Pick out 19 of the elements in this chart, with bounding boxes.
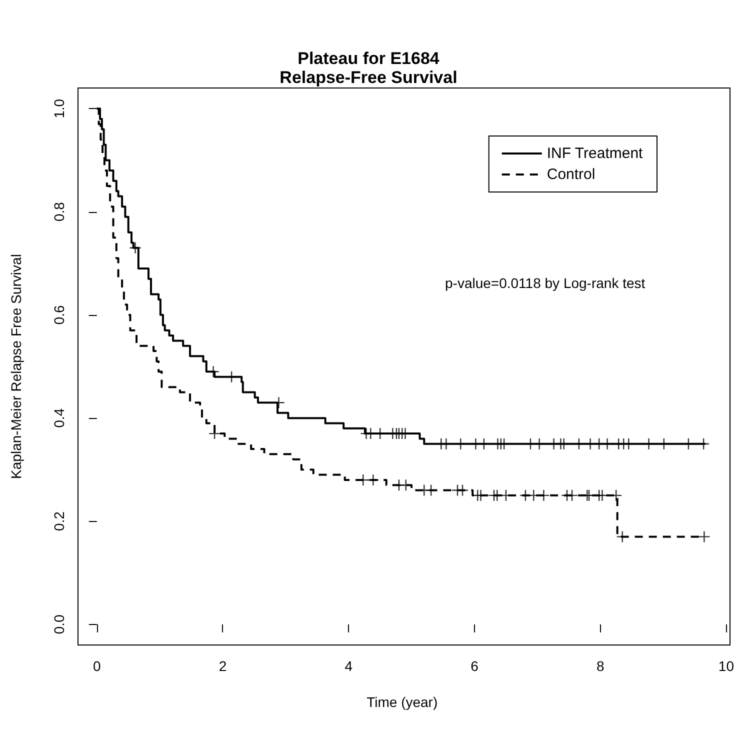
x-tick-label: 4: [344, 658, 353, 674]
y-tick-label: 1.0: [51, 98, 67, 118]
annotation: p-value=0.0118 by Log-rank test: [445, 275, 646, 291]
legend-label: Control: [546, 166, 596, 183]
x-axis-title: Time (year): [366, 694, 438, 710]
x-tick-label: 10: [718, 658, 734, 674]
y-tick-label: 0.8: [51, 202, 67, 222]
x-tick-label: 8: [596, 658, 604, 674]
chart-title: Plateau for E1684: [298, 49, 440, 68]
y-tick-label: 0.6: [51, 304, 67, 325]
legend-label: INF Treatment: [546, 145, 644, 162]
chart-subtitle: Relapse-Free Survival: [280, 68, 458, 87]
y-tick-label: 0.2: [51, 511, 67, 531]
y-tick-label: 0.0: [51, 614, 67, 634]
x-tick-label: 6: [470, 658, 479, 674]
x-tick-label: 0: [92, 658, 101, 674]
y-tick-label: 0.4: [51, 408, 67, 428]
x-tick-label: 2: [218, 658, 227, 674]
y-axis-title: Kaplan-Meier Relapse Free Survival: [8, 254, 24, 479]
